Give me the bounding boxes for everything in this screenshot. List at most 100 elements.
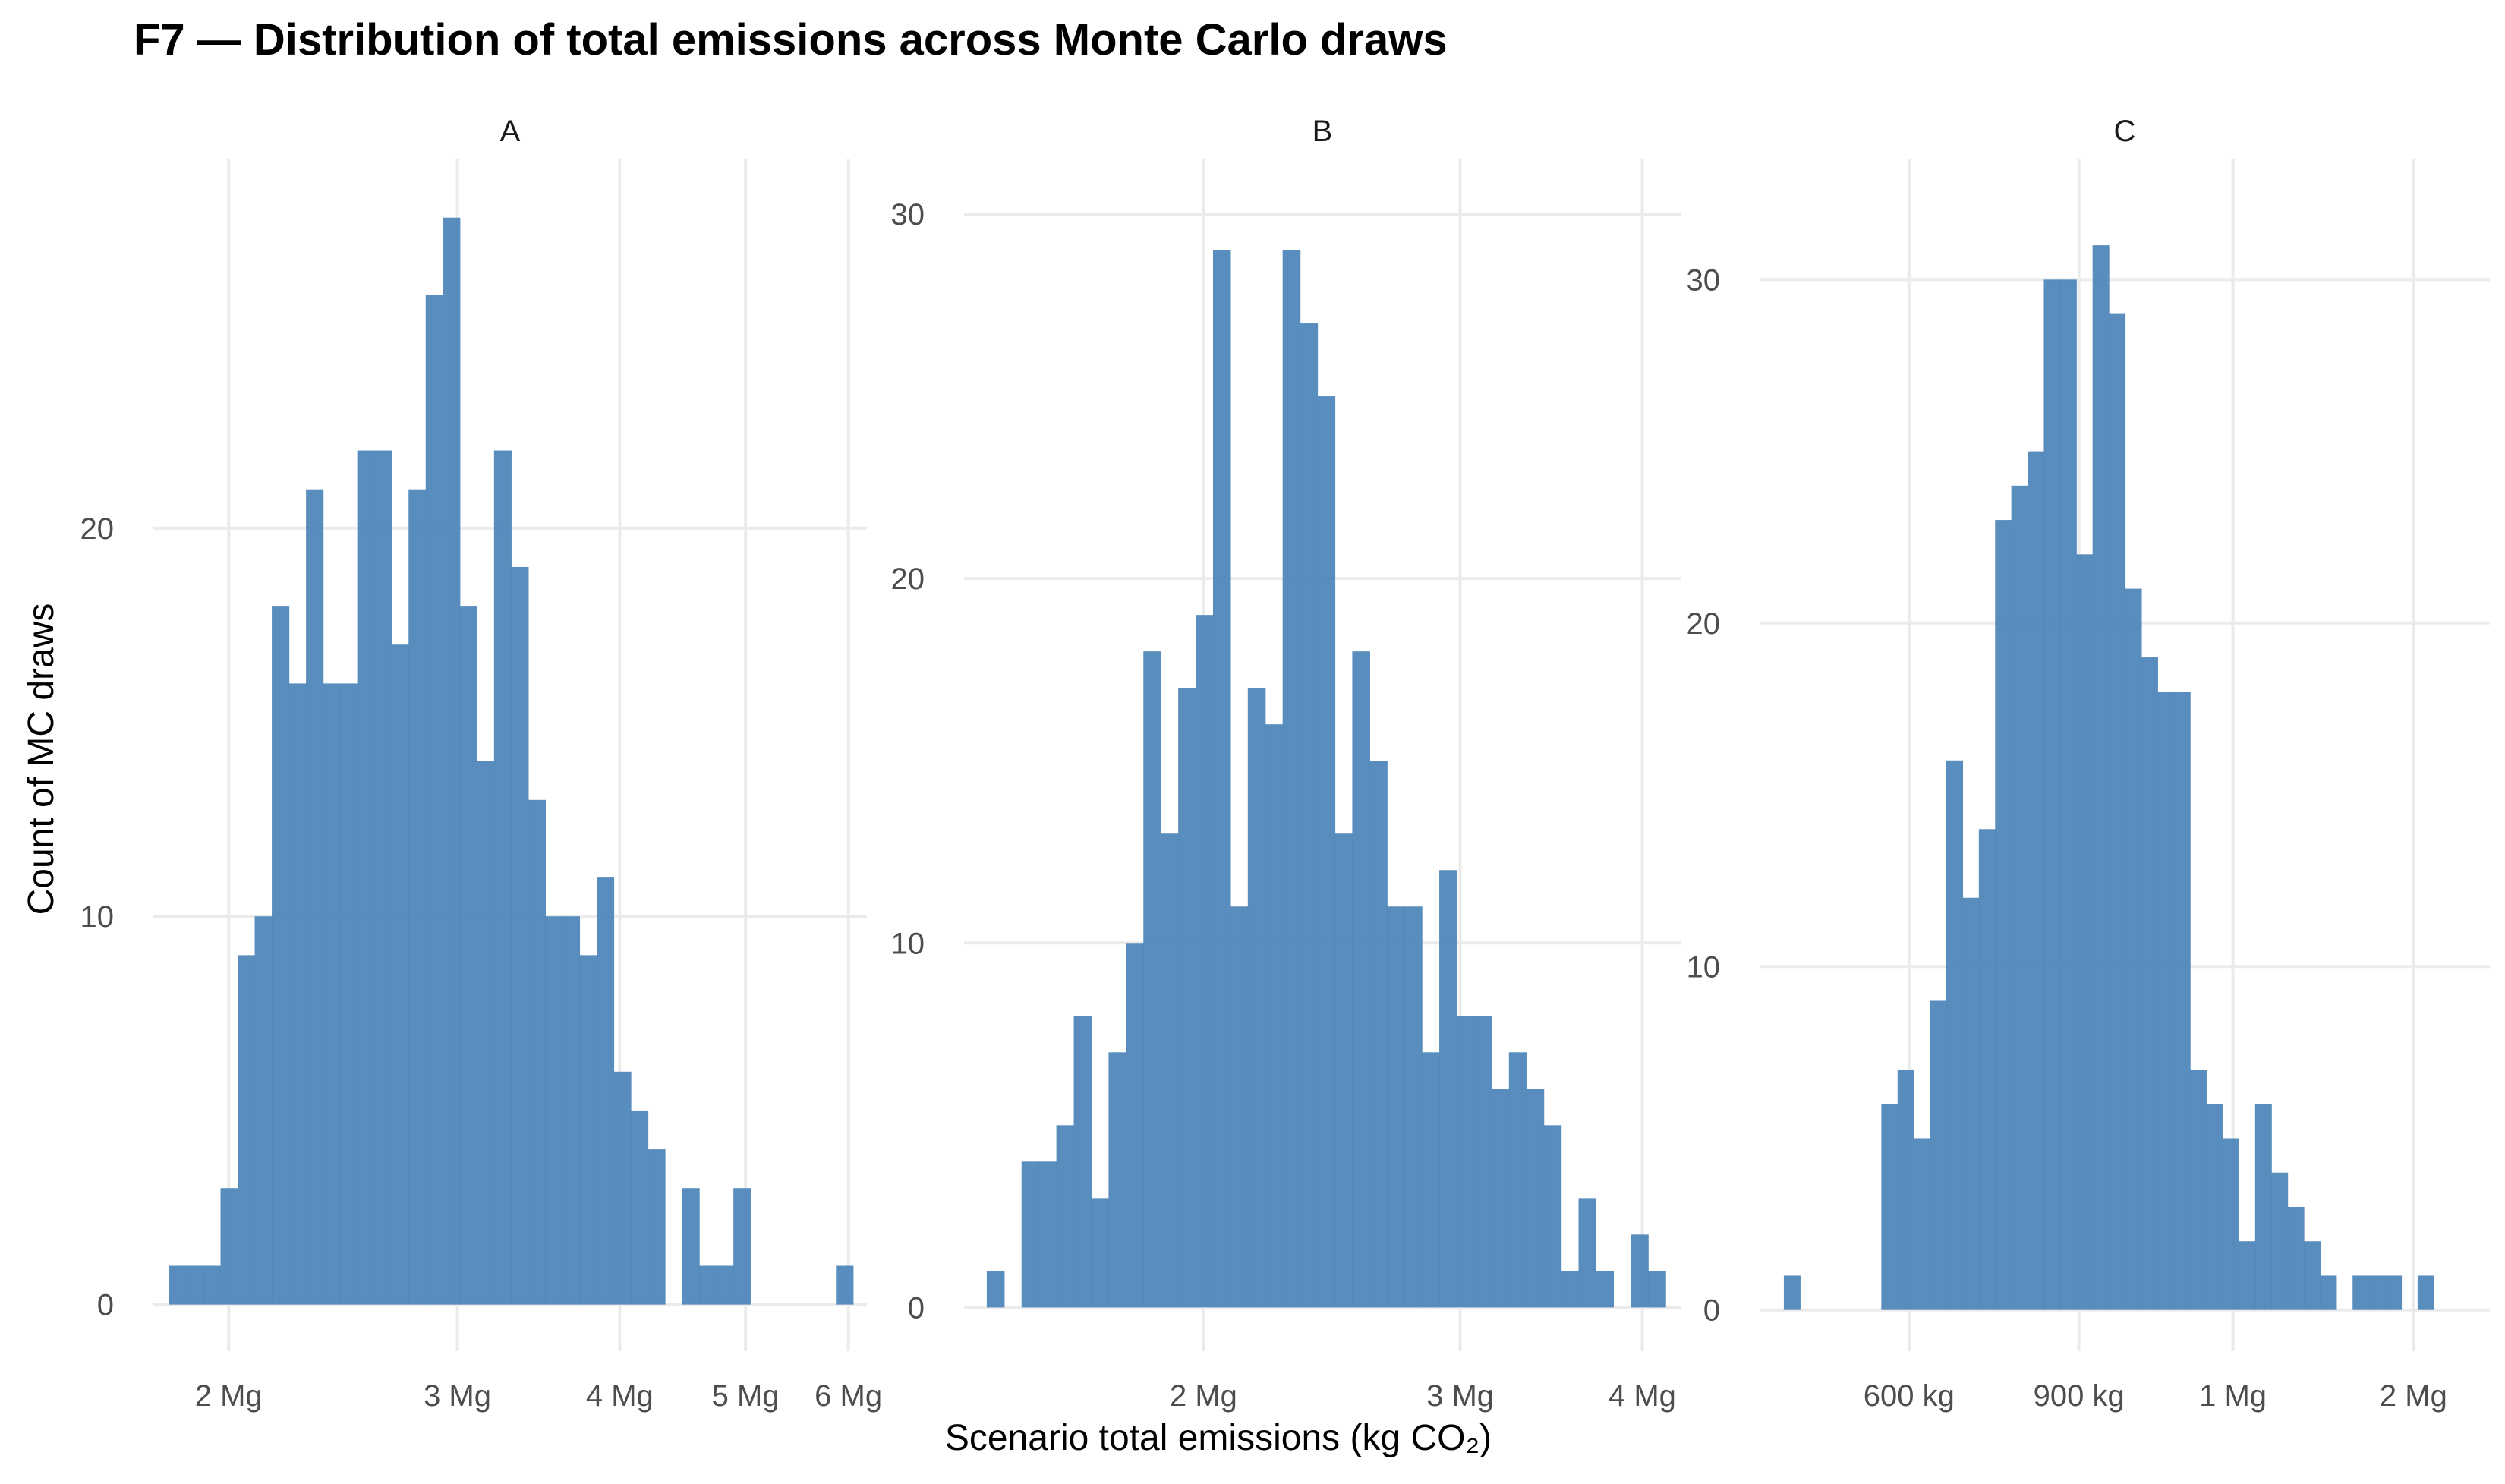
histogram-bar [2271,1172,2289,1310]
histogram-bar [1056,1125,1075,1308]
histogram-bar [2141,657,2158,1310]
histogram-bar [2059,279,2077,1310]
histogram-bar [1387,906,1405,1308]
y-tick-label: 10 [80,900,115,934]
histogram-bar [357,450,375,1305]
histogram-bar [511,566,529,1305]
histogram-bar [1995,520,2012,1310]
histogram-bar [186,1265,204,1305]
histogram-bar [1091,1198,1109,1308]
histogram-bar [1282,250,1301,1308]
histogram-bar [2190,1069,2207,1310]
x-tick-label: 6 Mg [815,1379,882,1413]
histogram-bar [2125,588,2142,1310]
histogram-bar [2076,554,2094,1310]
histogram-bar [1456,1016,1475,1308]
histogram-bar [2043,279,2061,1310]
histogram-bar [2304,1241,2321,1310]
y-axis-label: Count of MC draws [21,603,61,915]
histogram-bar [682,1188,700,1305]
histogram-bar [2254,1104,2272,1310]
histogram-bar [374,450,392,1305]
histogram-bar [1038,1161,1057,1308]
histogram-bar [1578,1198,1597,1308]
histogram-bar [203,1265,222,1305]
histogram-bar [1265,724,1284,1308]
x-tick-label: 5 Mg [712,1379,780,1413]
histogram-bar [2092,245,2110,1310]
histogram-bar [1300,323,1319,1308]
histogram-bar [1491,1089,1510,1308]
histogram-bar [306,489,324,1305]
histogram-bar [1897,1069,1914,1310]
histogram-bar [1783,1275,1801,1310]
histogram-bar [391,644,409,1305]
x-tick-label: 900 kg [2034,1379,2125,1413]
histogram-bar [1196,615,1214,1308]
histogram-bar [477,761,495,1305]
y-tick-label: 20 [80,512,115,546]
histogram-bar [545,916,563,1305]
histogram-bar [1126,943,1144,1308]
x-tick-label: 3 Mg [424,1379,491,1413]
histogram-bar [648,1149,666,1305]
histogram-bar [1962,897,1980,1310]
histogram-bar [986,1271,1005,1308]
histogram-bar [1914,1138,1931,1310]
histogram-bar [169,1265,187,1305]
histogram-bar [1596,1271,1614,1308]
histogram-bar [2109,313,2126,1310]
histogram-bar [1143,651,1161,1308]
histogram-bar [733,1188,752,1305]
histogram-bar [1881,1104,1898,1310]
histogram-bar [579,955,597,1305]
histogram-bar [340,683,358,1305]
histogram-bar [2417,1275,2434,1310]
y-tick-label: 20 [891,562,925,596]
histogram-bar [425,295,443,1305]
y-tick-label: 0 [97,1289,114,1322]
histogram-bar [1247,688,1266,1308]
x-tick-label: 2 Mg [1170,1379,1237,1413]
histogram-bar [2028,451,2045,1310]
facet-label: B [1312,115,1333,148]
histogram-bar [1526,1089,1545,1308]
histogram-bar [1473,1016,1492,1308]
histogram-bar [2287,1206,2305,1310]
x-axis-label: Scenario total emissions (kg CO₂) [945,1418,1492,1458]
panels-group: 0 10 20 2 Mg 3 Mg 4 Mg 5 Mg 6 Mg A 0 10 20 30 2 Mg 3 M… [80,115,2490,1413]
histogram-bar [1543,1125,1562,1308]
histogram-bar [528,799,547,1305]
histogram-bar [1508,1052,1527,1308]
histogram-bar [2206,1104,2223,1310]
histogram-bar [2157,692,2175,1310]
histogram-bar [272,606,290,1305]
histogram-bar [699,1265,717,1305]
histogram-bar [493,450,512,1305]
x-tick-label: 1 Mg [2199,1379,2267,1413]
chart-title: F7 — Distribution of total emissions acr… [134,15,1448,65]
x-tick-label: 3 Mg [1426,1379,1494,1413]
facet-label: A [500,115,521,148]
histogram-bar [1178,688,1196,1308]
histogram-bar [254,916,273,1305]
y-tick-label: 10 [1687,950,1721,984]
histogram-bar [1317,396,1336,1308]
histogram-bar [1073,1016,1092,1308]
histogram-bar [716,1265,734,1305]
x-tick-label: 4 Mg [1609,1379,1676,1413]
histogram-bar [1334,833,1353,1308]
histogram-bar [1021,1161,1040,1308]
histogram-bar [1930,1000,1947,1310]
y-tick-label: 0 [1703,1294,1720,1328]
panel-a: 0 10 20 2 Mg 3 Mg 4 Mg 5 Mg 6 Mg A [80,115,883,1413]
x-tick-label: 600 kg [1864,1379,1955,1413]
histogram-bar [1422,1052,1440,1308]
y-tick-label: 30 [1687,263,1721,297]
histogram-bar [238,955,256,1305]
histogram-bar [2320,1275,2337,1310]
histogram-bar [323,683,341,1305]
histogram-bar [408,489,427,1305]
